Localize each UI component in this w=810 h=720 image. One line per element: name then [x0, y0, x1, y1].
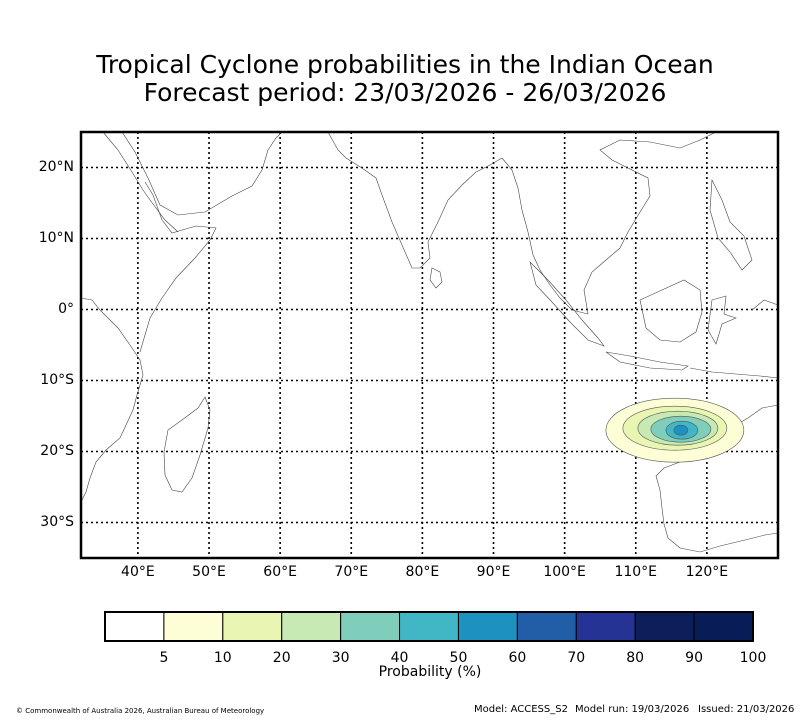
lon-label: 40°E	[121, 564, 155, 580]
colorbar	[104, 611, 754, 642]
colorbar-tick: 20	[272, 650, 291, 666]
colorbar-segment	[693, 611, 754, 642]
lon-label: 100°E	[543, 564, 586, 580]
colorbar-segment	[281, 611, 342, 642]
myanmar-thai-coast	[501, 157, 589, 315]
madagascar	[163, 396, 211, 493]
lat-label: 20°N	[38, 158, 74, 175]
sri-lanka	[429, 267, 443, 289]
red-sea-coast	[102, 131, 179, 233]
colorbar-segment	[222, 611, 283, 642]
colorbar-segment	[399, 611, 459, 642]
colorbar-tick: 5	[159, 650, 169, 666]
horn-of-africa-coast	[139, 181, 217, 353]
colorbar-frame	[104, 611, 754, 642]
forecast-period: Forecast period: 23/03/2026 - 26/03/2026	[143, 78, 667, 107]
arabia-coast	[121, 131, 283, 216]
lat-label: 30°S	[40, 513, 74, 530]
probability-contours	[605, 397, 745, 463]
africa-coast	[80, 297, 144, 503]
model-run: Model run: 19/03/2026	[575, 704, 690, 715]
lat-label: 20°S	[40, 442, 74, 459]
lat-label: 10°N	[38, 229, 74, 246]
probability-contour	[673, 424, 689, 436]
colorbar-segment	[516, 611, 577, 642]
lon-label: 80°E	[405, 564, 440, 580]
lat-label: 10°S	[40, 371, 74, 388]
copyright-notice: © Commonwealth of Australia 2026, Austra…	[16, 707, 265, 715]
colorbar-segment	[340, 611, 401, 642]
india-coast	[327, 131, 503, 269]
lat-label: 0°	[58, 300, 74, 317]
colorbar-tick: 40	[390, 650, 409, 666]
colorbar-tick: 100	[739, 650, 767, 666]
map-title: Tropical Cyclone probabilities in the In…	[96, 50, 714, 79]
lon-label: 50°E	[192, 564, 226, 580]
colorbar-tick: 80	[626, 650, 645, 666]
colorbar-segment	[634, 611, 695, 642]
issued-date: Issued: 21/03/2026	[698, 704, 795, 715]
sulawesi-islands	[707, 295, 737, 345]
map-background	[81, 132, 778, 558]
colorbar-segment	[163, 611, 224, 642]
java	[605, 351, 689, 371]
lon-label: 120°E	[685, 564, 729, 580]
new-guinea-coast	[751, 299, 779, 311]
borneo	[639, 279, 703, 343]
colorbar-tick: 60	[508, 650, 527, 666]
colorbar-tick: 70	[567, 650, 586, 666]
colorbar-segment	[575, 611, 636, 642]
colorbar-tick: 90	[685, 650, 703, 666]
lon-label: 110°E	[614, 564, 658, 580]
sumatra	[529, 261, 605, 347]
coastlines	[80, 131, 779, 553]
colorbar-tick: 30	[331, 650, 350, 666]
lon-label: 90°E	[476, 564, 511, 580]
colorbar-tick: 10	[213, 650, 232, 666]
lon-label: 60°E	[263, 564, 297, 580]
colorbar-tick: 50	[449, 650, 468, 666]
model-name: Model: ACCESS_S2	[474, 704, 568, 715]
map-frame	[79, 130, 780, 560]
lesser-sundas	[689, 367, 779, 379]
graticule	[81, 132, 778, 558]
indochina-coast	[583, 131, 717, 315]
colorbar-segment	[104, 611, 165, 642]
lon-label: 70°E	[334, 564, 369, 580]
colorbar-segment	[457, 611, 518, 642]
philippines	[709, 178, 753, 271]
colorbar-title: Probability (%)	[378, 664, 482, 680]
